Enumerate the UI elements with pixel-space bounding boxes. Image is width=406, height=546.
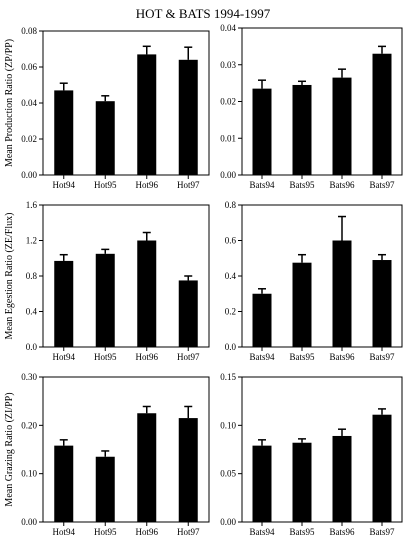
chart-5-bar: [137, 413, 157, 522]
chart-4-bar: [292, 262, 312, 347]
chart-5-bar: [95, 456, 115, 522]
chart-2-ytick-label: 0.00: [220, 170, 236, 180]
chart-2-bar: [332, 77, 352, 175]
chart-6-category-label: Bats95: [289, 527, 315, 537]
chart-2-ytick-label: 0.02: [220, 97, 236, 107]
chart-3-category-label: Hot96: [136, 352, 159, 362]
chart-4-category-label: Bats97: [369, 352, 395, 362]
chart-6-bar: [292, 442, 312, 522]
chart-4-category-label: Bats95: [289, 352, 315, 362]
chart-5-bar: [178, 418, 198, 522]
chart-5-ytick-label: 0.10: [21, 469, 37, 479]
chart-1-ytick-label: 0.04: [21, 98, 37, 108]
figure-title: HOT & BATS 1994-1997: [136, 6, 271, 21]
chart-4-ytick-label: 0.0: [225, 342, 237, 352]
chart-4-category-label: Bats96: [329, 352, 355, 362]
chart-1-ytick-label: 0.08: [21, 26, 37, 36]
chart-1-ytick-label: 0.06: [21, 62, 37, 72]
chart-4-ytick-label: 0.4: [225, 271, 237, 281]
chart-5-ytick-label: 0.20: [21, 420, 37, 430]
chart-3-category-label: Hot95: [94, 352, 117, 362]
chart-5-ylabel: Mean Grazing Ratio (ZI/PP): [4, 392, 15, 506]
chart-2-category-label: Bats95: [289, 180, 315, 190]
chart-5-ytick-label: 0.00: [21, 517, 37, 527]
chart-1-bar: [54, 90, 74, 175]
chart-6-category-label: Bats97: [369, 527, 395, 537]
chart-2-category-label: Bats97: [369, 180, 395, 190]
chart-2-bar: [252, 88, 272, 175]
chart-5-category-label: Hot96: [136, 527, 159, 537]
chart-1-bar: [137, 54, 157, 175]
chart-6-ytick-label: 0.10: [220, 420, 236, 430]
chart-4-ytick-label: 0.6: [225, 236, 237, 246]
chart-5-frame: [42, 376, 210, 523]
chart-1-bar: [95, 101, 115, 175]
chart-2-ytick-label: 0.03: [220, 60, 236, 70]
chart-6-bar: [252, 445, 272, 522]
chart-1-ytick-label: 0.02: [21, 134, 37, 144]
chart-3-ytick-label: 0.0: [26, 342, 38, 352]
chart-3-bar: [178, 280, 198, 347]
chart-4-bar: [372, 260, 392, 347]
chart-3-bar: [54, 260, 74, 347]
chart-6-category-label: Bats94: [249, 527, 275, 537]
chart-2-bar: [292, 84, 312, 175]
chart-4-ytick-label: 0.2: [225, 307, 236, 317]
chart-1-ytick-label: 0.00: [21, 170, 37, 180]
chart-4-bar: [332, 240, 352, 347]
chart-6-category-label: Bats96: [329, 527, 355, 537]
chart-6-ytick-label: 0.05: [220, 469, 236, 479]
chart-5-category-label: Hot97: [177, 527, 200, 537]
chart-4-ytick-label: 0.8: [225, 200, 237, 210]
chart-2-category-label: Bats96: [329, 180, 355, 190]
chart-6-ytick-label: 0.15: [220, 372, 236, 382]
chart-2-category-label: Bats94: [249, 180, 275, 190]
chart-3-bar: [137, 240, 157, 347]
chart-2-ytick-label: 0.01: [220, 133, 236, 143]
chart-6-bar: [332, 435, 352, 522]
chart-5-ytick-label: 0.30: [21, 372, 37, 382]
chart-4-bar: [252, 293, 272, 347]
chart-1-category-label: Hot95: [94, 180, 117, 190]
chart-3-ylabel: Mean Egestion Ratio (ZE/Flux): [4, 213, 15, 340]
chart-1-category-label: Hot97: [177, 180, 200, 190]
chart-1-category-label: Hot94: [53, 180, 76, 190]
chart-3-category-label: Hot97: [177, 352, 200, 362]
chart-3-ytick-label: 1.6: [26, 200, 38, 210]
chart-5-bar: [54, 445, 74, 522]
chart-3-category-label: Hot94: [53, 352, 76, 362]
chart-6-frame: [241, 376, 403, 523]
chart-3-ytick-label: 0.8: [26, 271, 38, 281]
chart-1-category-label: Hot96: [136, 180, 159, 190]
chart-5-category-label: Hot95: [94, 527, 117, 537]
chart-6-ytick-label: 0.00: [220, 517, 236, 527]
chart-1-bar: [178, 59, 198, 175]
chart-3-bar: [95, 253, 115, 347]
chart-1-ylabel: Mean Production Ratio (ZP/PP): [4, 39, 15, 167]
chart-3-ytick-label: 1.2: [26, 236, 37, 246]
chart-2-bar: [372, 53, 392, 175]
chart-5-category-label: Hot94: [53, 527, 76, 537]
chart-6-bar: [372, 414, 392, 522]
chart-2-ytick-label: 0.04: [220, 23, 236, 33]
chart-3-ytick-label: 0.4: [26, 307, 38, 317]
chart-4-category-label: Bats94: [249, 352, 275, 362]
